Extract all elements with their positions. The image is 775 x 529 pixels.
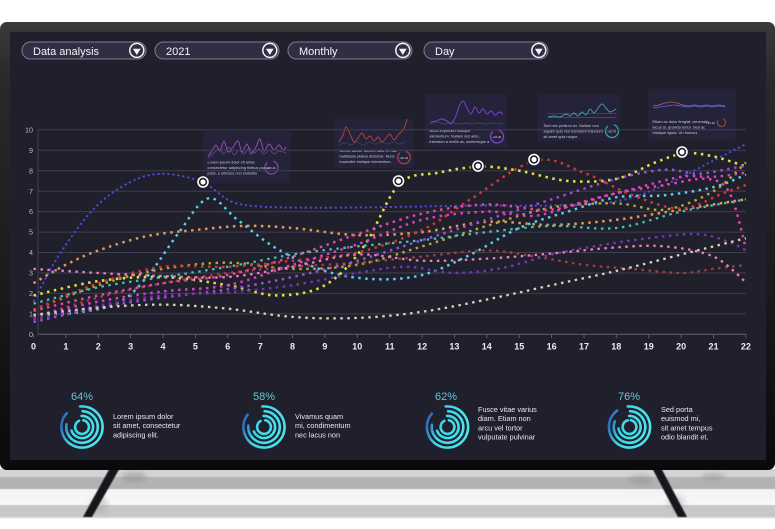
svg-text:odio blandit et.: odio blandit et. <box>661 433 708 442</box>
svg-text:20: 20 <box>676 342 686 352</box>
svg-text:elementum. Nullam nisi ante,: elementum. Nullam nisi ante, <box>430 133 480 138</box>
svg-text:9: 9 <box>29 146 33 155</box>
svg-text:6: 6 <box>29 207 33 216</box>
svg-text:64%: 64% <box>71 391 93 403</box>
svg-text:+14.20: +14.20 <box>706 121 715 125</box>
svg-text:5: 5 <box>193 342 198 352</box>
svg-text:lacus at, gravida tortor. Sed: lacus at, gravida tortor. Sed ac <box>653 124 706 129</box>
svg-text:Vivamus quam: Vivamus quam <box>295 412 343 421</box>
svg-text:sit amet, consectetur: sit amet, consectetur <box>113 421 181 430</box>
svg-text:+60.40: +60.40 <box>399 156 408 160</box>
svg-text:+45.20: +45.20 <box>267 166 276 170</box>
svg-text:0: 0 <box>31 342 36 352</box>
svg-text:16: 16 <box>547 342 557 352</box>
svg-text:Sed nec pretium ex. Nullam non: Sed nec pretium ex. Nullam non <box>544 123 599 128</box>
svg-text:8: 8 <box>290 342 295 352</box>
svg-text:12: 12 <box>417 342 427 352</box>
svg-text:Nunc imperdiet tristique: Nunc imperdiet tristique <box>430 128 471 133</box>
svg-text:7: 7 <box>258 342 263 352</box>
svg-text:21: 21 <box>708 342 718 352</box>
svg-text:sit amet quis neque.: sit amet quis neque. <box>544 134 579 139</box>
svg-text:Lorem ipsum dolor: Lorem ipsum dolor <box>113 412 174 421</box>
svg-text:Sed porta: Sed porta <box>661 405 694 414</box>
svg-text:Lorem ipsum dolor sit amet,: Lorem ipsum dolor sit amet, <box>208 160 256 165</box>
svg-text:10: 10 <box>352 342 362 352</box>
svg-text:0: 0 <box>29 330 33 339</box>
svg-text:22: 22 <box>741 342 751 352</box>
svg-text:10: 10 <box>25 125 33 134</box>
svg-text:interdum a mollis ac, sceleris: interdum a mollis ac, scelerisque a <box>430 139 491 144</box>
svg-text:Monthly: Monthly <box>299 46 338 58</box>
svg-text:adipiscing elit.: adipiscing elit. <box>113 430 159 439</box>
svg-text:3: 3 <box>128 342 133 352</box>
svg-text:mi, condimentum: mi, condimentum <box>295 421 351 430</box>
svg-text:8: 8 <box>29 166 33 175</box>
svg-text:consectetur adipiscing finibus: consectetur adipiscing finibus purus <box>208 165 270 170</box>
svg-text:17: 17 <box>579 342 589 352</box>
svg-text:11: 11 <box>385 342 395 352</box>
svg-text:3: 3 <box>29 269 33 278</box>
svg-text:2: 2 <box>29 289 33 298</box>
svg-text:Data analysis: Data analysis <box>33 46 100 58</box>
svg-text:+20.76: +20.76 <box>607 129 616 133</box>
svg-text:7: 7 <box>29 187 33 196</box>
svg-text:habitasse platea dictumst. Nun: habitasse platea dictumst. Nunc <box>340 153 395 158</box>
svg-text:62%: 62% <box>435 391 457 403</box>
svg-text:imperdiet tristique elementum.: imperdiet tristique elementum. <box>340 159 392 164</box>
svg-text:justo, e ultricies orci molest: justo, e ultricies orci molestie <box>207 170 258 175</box>
svg-text:sapien quis nisl hendrerit int: sapien quis nisl hendrerit interdum <box>544 128 603 133</box>
svg-text:tristique ligula. Ut rhoncus: tristique ligula. Ut rhoncus <box>653 130 698 135</box>
svg-text:19: 19 <box>644 342 654 352</box>
svg-text:Day: Day <box>435 46 455 58</box>
svg-text:Etiam ac dolor feugiat, venena: Etiam ac dolor feugiat, venenatis <box>653 119 710 124</box>
svg-text:nec lacus non: nec lacus non <box>295 430 340 439</box>
svg-text:6: 6 <box>225 342 230 352</box>
svg-text:2021: 2021 <box>166 46 190 58</box>
svg-text:18: 18 <box>611 342 621 352</box>
svg-text:+34.20: +34.20 <box>492 135 501 139</box>
svg-text:Fusce vitae varius: Fusce vitae varius <box>478 405 537 414</box>
svg-text:4: 4 <box>29 248 33 257</box>
svg-text:4: 4 <box>160 342 165 352</box>
svg-text:1: 1 <box>63 342 68 352</box>
svg-text:sit amet tempus: sit amet tempus <box>661 423 713 432</box>
svg-text:14: 14 <box>482 342 492 352</box>
svg-text:13: 13 <box>449 342 459 352</box>
svg-text:76%: 76% <box>618 391 640 403</box>
svg-text:vulputate pulvinar: vulputate pulvinar <box>478 433 536 442</box>
svg-text:arcu vel tortor: arcu vel tortor <box>478 423 523 432</box>
svg-text:5: 5 <box>29 228 33 237</box>
svg-text:9: 9 <box>322 342 327 352</box>
svg-text:58%: 58% <box>253 391 275 403</box>
svg-text:2: 2 <box>96 342 101 352</box>
svg-text:diam. Etiam non: diam. Etiam non <box>478 414 531 423</box>
svg-text:15: 15 <box>514 342 524 352</box>
svg-text:euismod mi,: euismod mi, <box>661 414 700 423</box>
svg-text:1: 1 <box>29 310 33 319</box>
